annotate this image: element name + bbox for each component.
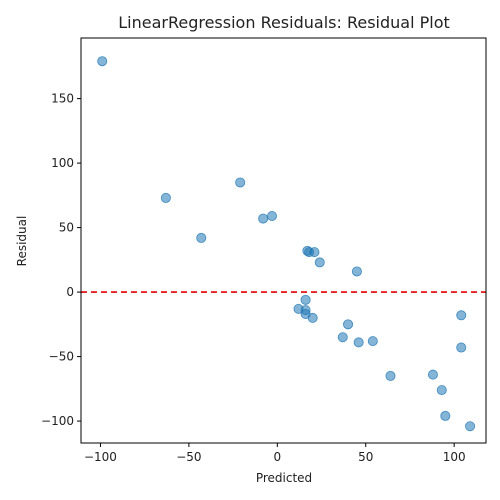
y-tick-label: −50 xyxy=(49,350,74,364)
data-point xyxy=(385,370,396,381)
plot-frame xyxy=(80,37,487,444)
data-point xyxy=(309,247,320,258)
data-point xyxy=(160,192,171,203)
y-tick-label: 0 xyxy=(66,285,74,299)
data-point xyxy=(351,266,362,277)
data-point xyxy=(337,332,348,343)
y-tick-label: 50 xyxy=(59,221,74,235)
data-point xyxy=(367,336,378,347)
x-tick-label: 100 xyxy=(443,450,466,464)
y-tick-label: 100 xyxy=(51,156,74,170)
data-point xyxy=(465,421,476,432)
x-tick-label: −100 xyxy=(84,450,117,464)
x-tick-label: 0 xyxy=(273,450,281,464)
data-point xyxy=(235,177,246,188)
data-point xyxy=(307,312,318,323)
x-tick-label: 50 xyxy=(358,450,373,464)
x-axis-label: Predicted xyxy=(256,471,312,485)
data-point xyxy=(436,385,447,396)
data-point xyxy=(97,56,108,67)
y-tick-label: 150 xyxy=(51,92,74,106)
data-point xyxy=(196,232,207,243)
chart-title: LinearRegression Residuals: Residual Plo… xyxy=(118,13,450,32)
data-point xyxy=(300,294,311,305)
data-point xyxy=(343,319,354,330)
data-point xyxy=(353,337,364,348)
y-axis-label: Residual xyxy=(15,216,29,267)
data-point xyxy=(258,213,269,224)
data-point xyxy=(427,369,438,380)
data-point xyxy=(314,257,325,268)
data-point xyxy=(440,410,451,421)
y-tick-label: −100 xyxy=(41,414,74,428)
x-tick-label: −50 xyxy=(176,450,201,464)
data-point xyxy=(456,310,467,321)
plot-area: −100 −50 0 50 100 −100 −50 0 50 100 150 xyxy=(41,37,487,464)
data-point xyxy=(267,210,278,221)
data-point xyxy=(456,342,467,353)
